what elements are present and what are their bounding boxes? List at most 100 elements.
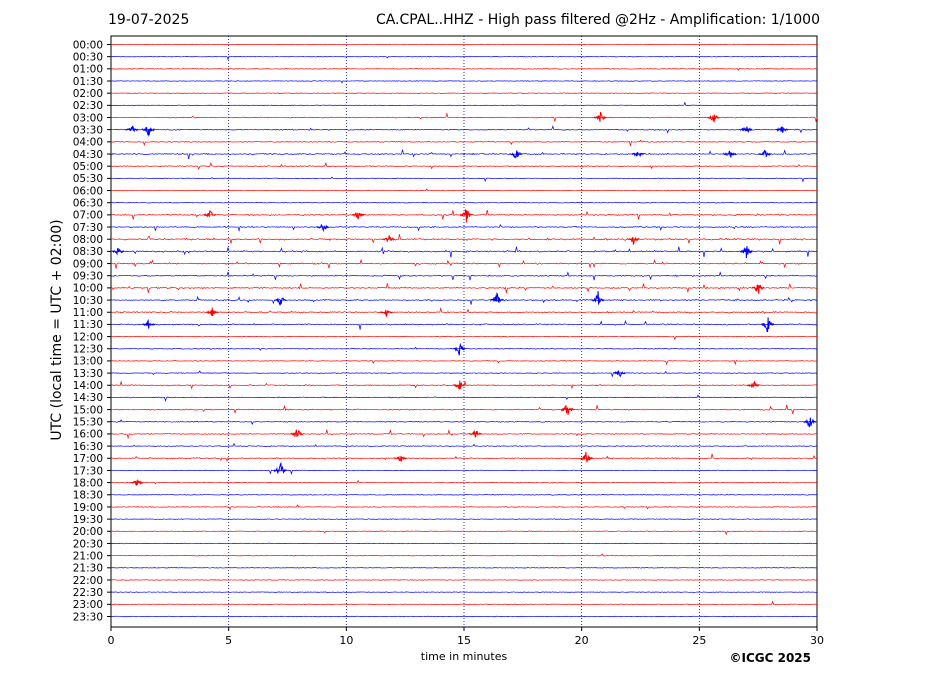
trace-20:00	[110, 530, 817, 536]
y-tick-label: 03:30	[73, 124, 103, 136]
seismic-event-07:30	[316, 223, 329, 233]
y-tick-label: 05:30	[73, 173, 103, 185]
y-tick-label: 12:00	[73, 331, 103, 343]
seismic-event-11:30	[142, 319, 155, 329]
seismic-event-11:30	[761, 317, 775, 333]
trace-16:30	[110, 442, 818, 448]
seismic-event-15:00	[561, 405, 574, 415]
trace-10:00	[110, 283, 818, 294]
y-tick-label: 17:00	[73, 453, 103, 465]
x-tick-label: 15	[457, 634, 471, 647]
trace-10:30	[110, 295, 818, 305]
y-tick-label: 15:00	[73, 404, 103, 416]
y-tick-label: 13:00	[73, 356, 103, 368]
seismic-event-04:30	[631, 152, 645, 158]
y-tick-label: 23:30	[73, 611, 103, 623]
seismic-event-10:00	[751, 284, 765, 294]
seismic-event-08:30	[740, 246, 753, 259]
trace-15:30	[110, 419, 818, 426]
trace-23:00	[110, 600, 818, 605]
trace-04:00	[110, 139, 818, 147]
y-tick-label: 18:30	[73, 490, 103, 502]
seismic-event-03:30	[142, 126, 156, 137]
y-tick-label: 14:30	[73, 392, 103, 404]
trace-13:00	[110, 360, 818, 366]
trace-14:30	[110, 394, 818, 403]
x-tick-label: 30	[810, 634, 824, 647]
y-tick-label: 00:30	[73, 51, 103, 63]
trace-06:30	[110, 202, 818, 204]
copyright-label: ©ICGC 2025	[729, 651, 811, 665]
x-axis-label: time in minutes	[420, 650, 508, 663]
seismic-event-04:30	[723, 150, 737, 158]
seismic-event-07:00	[351, 212, 365, 220]
y-tick-label: 14:00	[73, 380, 103, 392]
trace-09:30	[110, 271, 818, 281]
trace-17:00	[110, 453, 818, 463]
trace-02:30	[110, 101, 818, 106]
y-tick-label: 11:30	[73, 319, 103, 331]
seismic-event-17:30	[273, 461, 287, 475]
y-tick-label: 07:30	[73, 222, 103, 234]
seismic-event-15:30	[803, 417, 816, 428]
trace-20:30	[110, 542, 818, 545]
trace-05:00	[110, 162, 818, 170]
seismic-event-11:00	[205, 307, 219, 317]
trace-22:00	[110, 579, 818, 581]
trace-21:00	[110, 553, 818, 557]
seismic-event-03:00	[594, 111, 607, 122]
y-tick-label: 02:00	[73, 88, 103, 100]
trace-08:30	[110, 246, 818, 258]
y-tick-label: 09:00	[73, 258, 103, 270]
seismic-event-17:00	[579, 452, 593, 463]
y-tick-label: 16:00	[73, 429, 103, 441]
seismic-event-11:00	[379, 309, 393, 318]
y-tick-label: 12:30	[73, 344, 103, 356]
chart-title: CA.CPAL..HHZ - High pass filtered @2Hz -…	[375, 12, 820, 28]
seismic-event-07:00	[459, 208, 473, 223]
seismic-event-03:30	[739, 126, 753, 134]
seismic-event-14:00	[452, 380, 466, 390]
seismic-event-10:30	[273, 297, 287, 307]
y-tick-label: 19:00	[73, 502, 103, 514]
y-tick-label: 06:00	[73, 185, 103, 197]
trace-04:30	[110, 149, 818, 160]
trace-11:00	[110, 306, 818, 314]
x-tick-label: 0	[108, 634, 115, 647]
seismic-event-04:30	[509, 150, 522, 159]
y-tick-label: 22:30	[73, 587, 103, 599]
seismic-event-10:30	[490, 292, 504, 304]
seismic-event-17:00	[394, 455, 407, 462]
trace-19:30	[110, 518, 818, 520]
x-tick-label: 5	[225, 634, 232, 647]
y-tick-label: 08:30	[73, 246, 103, 258]
trace-18:00	[110, 479, 818, 485]
trace-07:00	[110, 209, 818, 220]
seismic-event-10:30	[591, 291, 605, 305]
plot-frame	[110, 35, 818, 628]
trace-13:30	[110, 370, 818, 378]
y-tick-label: 10:30	[73, 295, 103, 307]
trace-03:30	[110, 125, 818, 134]
y-tick-label: 11:00	[73, 307, 103, 319]
y-tick-label: 09:30	[73, 271, 103, 283]
trace-16:00	[110, 428, 818, 440]
trace-01:30	[110, 80, 818, 84]
y-tick-label: 02:30	[73, 100, 103, 112]
trace-07:30	[110, 224, 818, 232]
x-tick-label: 20	[575, 634, 589, 647]
y-tick-label: 06:30	[73, 198, 103, 210]
chart-date: 19-07-2025	[108, 12, 190, 28]
y-tick-label: 18:00	[73, 477, 103, 489]
y-tick-label: 10:00	[73, 283, 103, 295]
seismic-event-03:30	[775, 126, 788, 133]
trace-18:30	[110, 493, 818, 496]
y-tick-label: 05:00	[73, 161, 103, 173]
y-tick-label: 21:30	[73, 563, 103, 575]
seismic-event-08:00	[626, 236, 640, 245]
y-tick-label: 13:30	[73, 368, 103, 380]
trace-12:00	[110, 335, 818, 341]
y-tick-label: 22:00	[73, 575, 103, 587]
trace-06:00	[110, 188, 818, 192]
